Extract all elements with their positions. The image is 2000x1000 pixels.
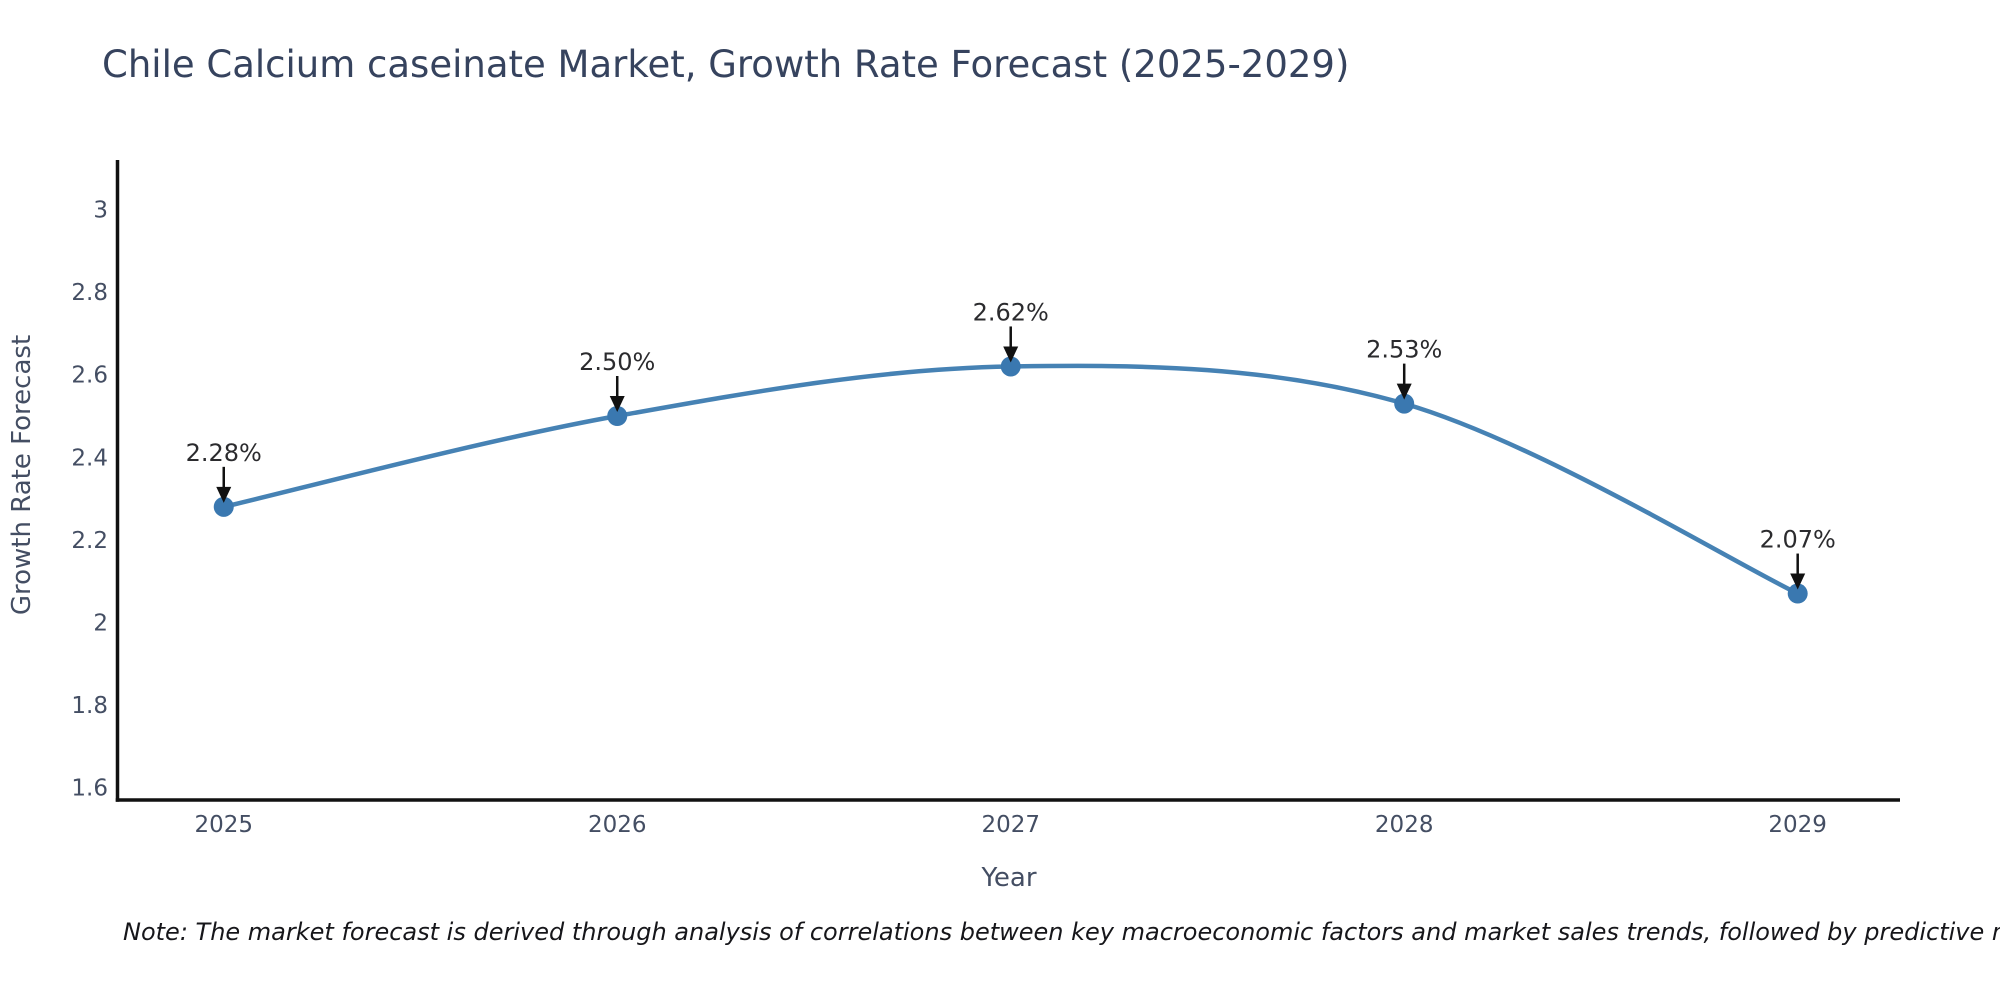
data-point-label: 2.53% (1366, 336, 1442, 364)
chart-title: Chile Calcium caseinate Market, Growth R… (102, 43, 1350, 86)
x-tick-label: 2029 (1768, 812, 1827, 838)
data-point-label: 2.28% (186, 439, 262, 467)
annotation-arrow-head (1790, 573, 1806, 590)
chart-footnote: Note: The market forecast is derived thr… (123, 918, 2000, 946)
y-tick-label: 2.8 (71, 280, 108, 306)
y-tick-label: 1.6 (71, 776, 108, 802)
y-tick-label: 2.6 (71, 363, 108, 389)
x-tick-label: 2028 (1375, 812, 1434, 838)
x-tick-label: 2027 (981, 812, 1040, 838)
data-point-marker (607, 406, 628, 426)
y-tick-label: 2.2 (71, 528, 108, 554)
y-tick-label: 2.4 (71, 445, 108, 471)
data-point-marker (1787, 583, 1808, 604)
y-tick-label: 1.8 (71, 693, 108, 719)
y-tick-label: 2 (93, 610, 108, 636)
x-axis-title: Year (980, 863, 1036, 893)
x-tick-label: 2025 (194, 812, 253, 838)
annotation-arrow-head (216, 486, 232, 503)
data-point-marker (213, 496, 234, 517)
data-point-marker (1394, 393, 1415, 414)
annotation-arrow-head (1003, 346, 1019, 363)
forecast-line (221, 363, 1800, 596)
y-tick-label: 3 (93, 198, 108, 224)
annotation-arrow-head (609, 396, 625, 412)
data-point-marker (1000, 356, 1021, 377)
annotation-arrow-head (1396, 383, 1412, 400)
data-point-label: 2.62% (973, 298, 1049, 326)
x-tick-label: 2026 (588, 812, 647, 838)
data-point-label: 2.07% (1760, 526, 1836, 554)
data-point-label: 2.50% (579, 348, 655, 376)
y-axis-title: Growth Rate Forecast (7, 335, 37, 615)
